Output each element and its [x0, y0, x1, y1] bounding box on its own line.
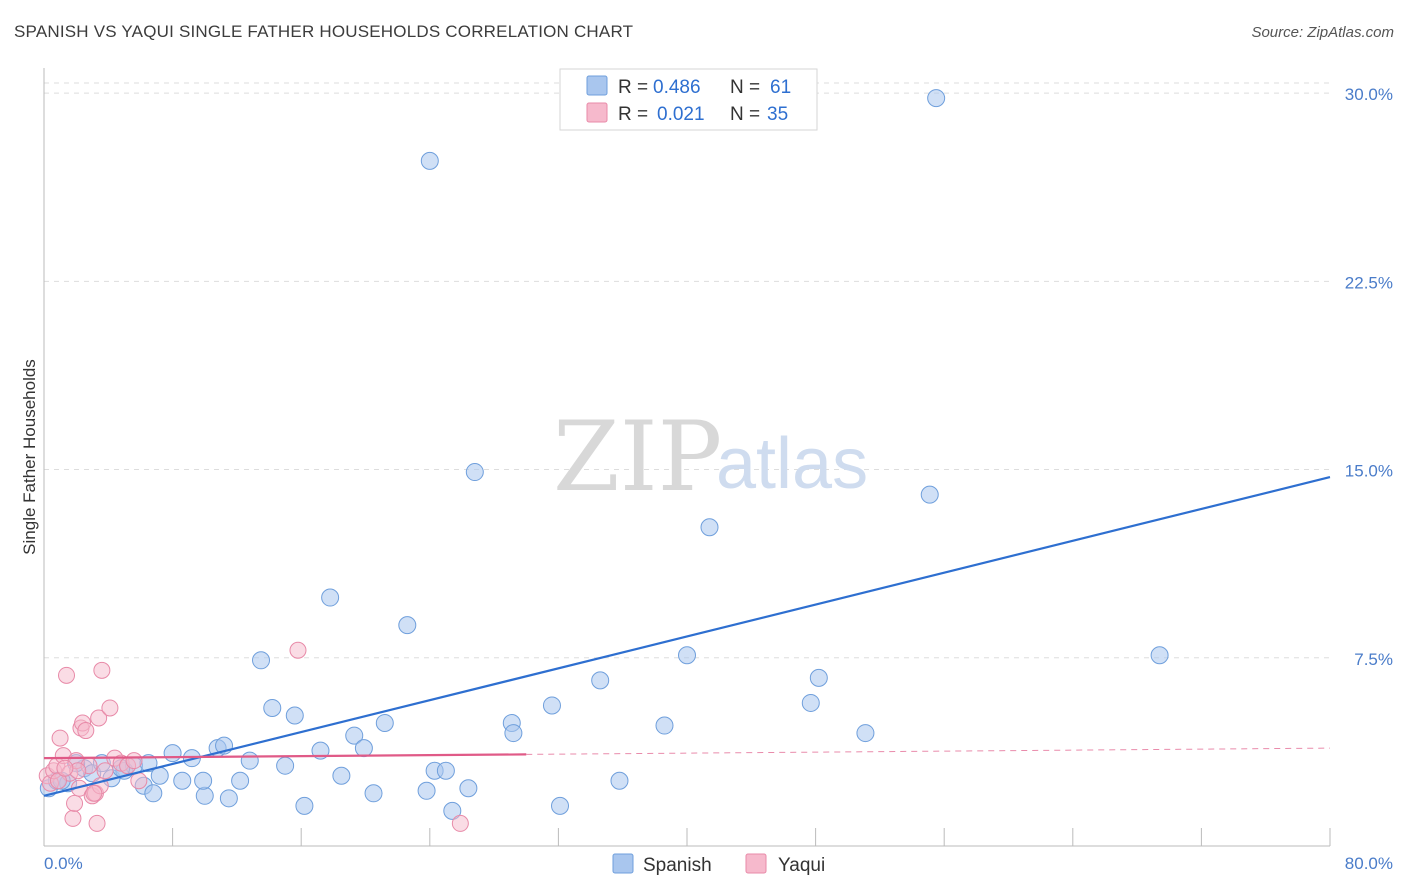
watermark: ZIP atlas: [553, 401, 868, 513]
x-tick-label-min: 0.0%: [44, 854, 83, 873]
spanish-point-15: [195, 786, 214, 805]
spanish-trend-line: [43, 476, 1331, 797]
spanish-point-50: [920, 485, 939, 504]
yaqui-point-18: [88, 814, 106, 832]
legend-r-label-yaqui: R =: [618, 104, 648, 125]
yaqui-point-23: [101, 699, 119, 717]
spanish-point-22: [276, 756, 295, 775]
x-tick-label-max: 80.0%: [1345, 854, 1393, 873]
legend-n-label-spanish: N =: [730, 77, 760, 98]
spanish-point-28: [345, 726, 364, 745]
yaqui-point-22: [96, 762, 114, 780]
spanish-point-23: [285, 706, 304, 725]
spanish-point-52: [1150, 646, 1169, 665]
spanish-point-10: [144, 784, 163, 803]
spanish-point-29: [354, 739, 373, 758]
legend-swatch-yaqui: [586, 102, 608, 123]
watermark-atlas: atlas: [716, 424, 868, 504]
spanish-point-41: [542, 696, 561, 715]
spanish-point-43: [610, 771, 629, 790]
spanish-point-12: [163, 744, 182, 763]
spanish-point-42: [591, 671, 610, 690]
y-tick-label-1: 15.0%: [1345, 462, 1393, 481]
yaqui-point-29: [289, 641, 307, 659]
spanish-point-24: [295, 796, 314, 815]
yaqui-point-34: [85, 784, 103, 802]
axes: [43, 68, 1331, 847]
legend-n-value-spanish: 61: [770, 77, 791, 98]
spanish-point-21: [263, 698, 282, 717]
spanish-point-47: [801, 693, 820, 712]
spanish-point-38: [420, 151, 439, 170]
spanish-point-30: [364, 784, 383, 803]
yaqui-point-27: [125, 752, 143, 770]
spanish-point-36: [459, 779, 478, 798]
yaqui-point-8: [64, 809, 82, 827]
legend-n-value-yaqui: 35: [767, 104, 788, 125]
yaqui-trend-line: [43, 753, 527, 760]
bottom-legend-swatch-spanish: [612, 853, 634, 874]
yaqui-point-19: [90, 709, 108, 727]
yaqui-point-28: [130, 772, 148, 790]
spanish-point-19: [240, 751, 259, 770]
legend-r-label-spanish: R =: [618, 77, 648, 98]
spanish-point-26: [321, 588, 340, 607]
spanish-point-49: [856, 724, 875, 743]
yaqui-point-6: [58, 666, 76, 684]
spanish-point-48: [809, 668, 828, 687]
spanish-point-18: [231, 771, 250, 790]
spanish-point-32: [398, 616, 417, 635]
legend-r-value-yaqui: 0.021: [657, 104, 705, 125]
tick-labels: 7.5% 15.0% 22.5% 30.0% 0.0% 80.0%: [44, 85, 1393, 873]
spanish-point-37: [465, 463, 484, 482]
bottom-legend-label-yaqui: Yaqui: [778, 855, 825, 876]
yaqui-point-33: [56, 759, 74, 777]
legend-r-value-spanish: 0.486: [653, 77, 701, 98]
grid-lines: [44, 82, 1330, 659]
spanish-point-31: [375, 714, 394, 733]
spanish-point-35: [443, 801, 462, 820]
yaqui-point-9: [66, 794, 84, 812]
spanish-point-20: [252, 651, 271, 670]
y-axis-label: Single Father Households: [20, 359, 39, 555]
bottom-legend-label-spanish: Spanish: [643, 855, 712, 876]
spanish-point-53: [551, 796, 570, 815]
spanish-point-45: [678, 646, 696, 665]
legend-swatch-spanish: [586, 75, 608, 96]
spanish-point-56: [194, 771, 213, 790]
legend-n-label-yaqui: N =: [730, 104, 760, 125]
spanish-point-13: [173, 771, 192, 790]
spanish-point-51: [927, 89, 946, 108]
source-label: Source: ZipAtlas.com: [1251, 24, 1394, 41]
series-legend: Spanish Yaqui: [612, 853, 825, 876]
bottom-legend-swatch-yaqui: [745, 853, 767, 874]
watermark-zip: ZIP: [553, 401, 722, 513]
spanish-point-60: [436, 761, 455, 780]
yaqui-points: [38, 641, 469, 832]
spanish-point-40: [504, 724, 523, 743]
spanish-point-17: [219, 789, 238, 808]
yaqui-trend-line-extension: [526, 747, 1331, 755]
spanish-point-46: [700, 518, 719, 537]
spanish-point-27: [332, 766, 351, 785]
yaqui-point-21: [93, 661, 111, 679]
y-tick-label-0: 7.5%: [1354, 650, 1393, 669]
yaqui-point-14: [77, 722, 95, 740]
trend-lines: [43, 476, 1331, 797]
y-tick-label-3: 30.0%: [1345, 85, 1393, 104]
y-tick-label-2: 22.5%: [1345, 273, 1393, 292]
spanish-point-44: [655, 716, 674, 735]
chart-title: SPANISH VS YAQUI SINGLE FATHER HOUSEHOLD…: [14, 22, 634, 41]
stats-legend: R = 0.486 N = 61 R = 0.021 N = 35: [559, 68, 818, 131]
spanish-point-33: [417, 781, 436, 800]
yaqui-point-4: [51, 729, 69, 747]
yaqui-point-30: [451, 814, 469, 832]
